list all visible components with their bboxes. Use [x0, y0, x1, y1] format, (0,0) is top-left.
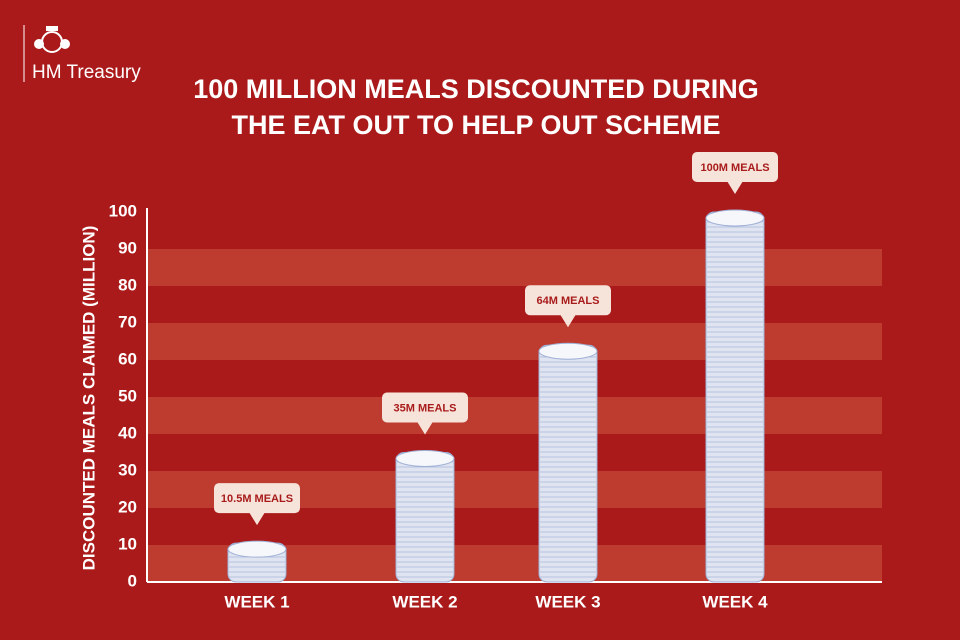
y-axis-label: DISCOUNTED MEALS CLAIMED (MILLION) [79, 226, 98, 571]
chart-title: 100 MILLION MEALS DISCOUNTED DURING [193, 74, 759, 104]
value-label: 10.5M MEALS [221, 493, 293, 505]
chart-title: THE EAT OUT TO HELP OUT SCHEME [231, 110, 720, 140]
plate-top [705, 209, 765, 227]
plate-top [395, 450, 455, 467]
y-tick-label: 0 [128, 571, 137, 590]
y-tick-label: 30 [118, 460, 137, 479]
grid-band [147, 323, 882, 360]
y-tick-label: 40 [118, 423, 137, 442]
grid-band [147, 397, 882, 434]
callout-pointer [560, 314, 576, 328]
callout-box [214, 483, 300, 514]
y-tick-label: 70 [118, 312, 137, 331]
grid-band [147, 249, 882, 286]
plate-stack [395, 450, 455, 583]
callout-box [692, 152, 778, 182]
callout-box [382, 392, 468, 423]
callout-pointer [249, 512, 265, 526]
plate-stack [227, 540, 287, 583]
plate-stack [538, 342, 598, 583]
value-label: 35M MEALS [394, 402, 457, 414]
value-label: 100M MEALS [700, 162, 769, 174]
callout-pointer [417, 421, 433, 435]
y-tick-label: 100 [109, 201, 137, 220]
y-tick-label: 20 [118, 497, 137, 516]
callout-pointer [727, 181, 743, 194]
y-tick-label: 80 [118, 275, 137, 294]
plot: 0 10 20 30 40 50 60 70 80 90 100 WEEK 1 10.5M MEALS W… [109, 152, 882, 611]
y-tick-label: 10 [118, 534, 137, 553]
logo-text: HM Treasury [32, 62, 141, 83]
callout-box [525, 285, 611, 316]
crest [34, 26, 70, 53]
value-label: 64M MEALS [537, 295, 600, 307]
x-tick-label: WEEK 3 [535, 592, 600, 611]
bar [538, 344, 598, 583]
x-tick-label: WEEK 1 [224, 592, 289, 611]
y-tick-label: 50 [118, 386, 137, 405]
y-tick-label: 90 [118, 238, 137, 257]
plate-top [227, 540, 287, 558]
x-tick-label: WEEK 4 [702, 592, 768, 611]
x-tick-label: WEEK 2 [392, 592, 457, 611]
plate-top [538, 342, 598, 360]
plate-stack [705, 209, 765, 583]
y-tick-label: 60 [118, 349, 137, 368]
